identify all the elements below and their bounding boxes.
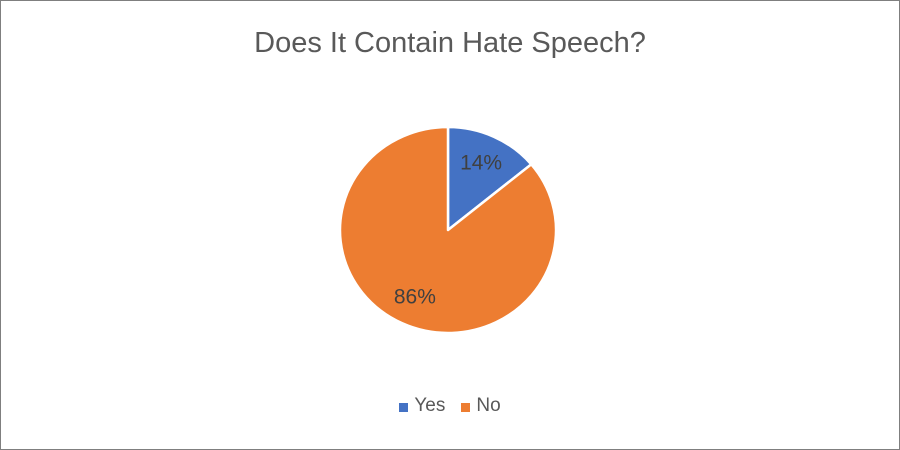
legend-swatch-yes-icon [399, 402, 409, 412]
pie-slice-yes [446, 125, 533, 232]
data-label-no: 86% [394, 286, 436, 309]
pie-slices [338, 125, 558, 335]
legend-label-yes: Yes [414, 395, 446, 416]
legend: Yes No [1, 395, 899, 417]
legend-swatch-no-icon [461, 402, 471, 412]
legend-label-no: No [476, 395, 501, 416]
legend-item-yes: Yes [399, 395, 445, 417]
pie-data-labels: 14% 86% [394, 151, 502, 308]
legend-item-no: No [461, 395, 501, 417]
data-label-yes: 14% [460, 151, 502, 174]
chart-title: Does It Contain Hate Speech? [254, 27, 646, 59]
pie-slice-no [338, 125, 558, 335]
